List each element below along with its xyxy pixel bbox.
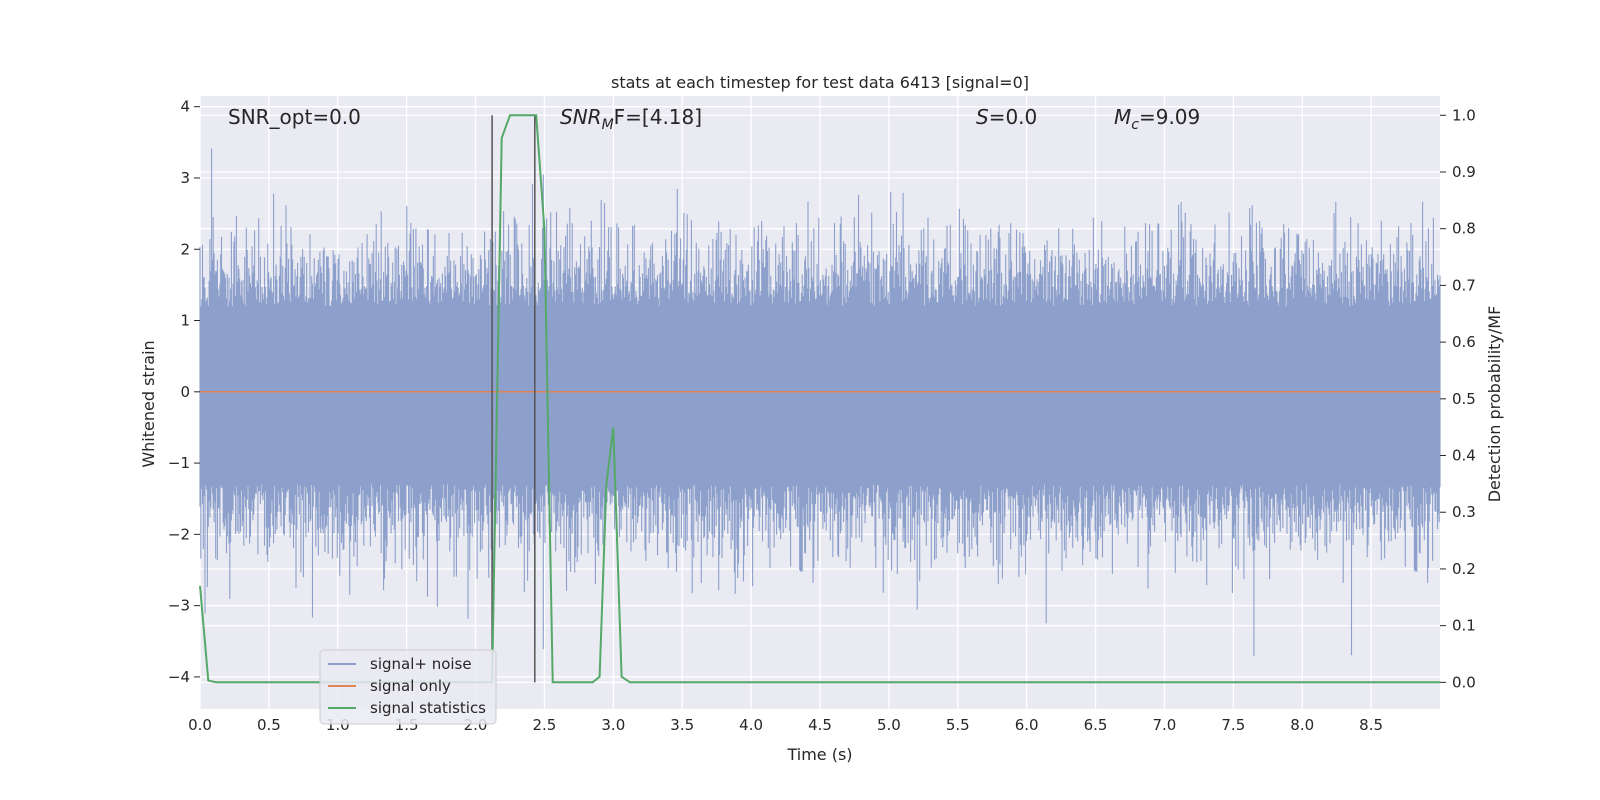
x-tick-label-16: 8.0 bbox=[1290, 716, 1314, 734]
y2-tick-labels: 0.0 0.1 0.2 0.3 0.4 0.5 0.6 0.7 0.8 0.9 1.0 bbox=[1440, 106, 1476, 691]
y2-tick-label-10: 1.0 bbox=[1452, 106, 1476, 124]
y2-tick-label-2: 0.2 bbox=[1452, 560, 1476, 578]
noise-spikes bbox=[199, 148, 1441, 656]
y2-tick-label-4: 0.4 bbox=[1452, 447, 1476, 465]
annotation-snr-opt: SNR_opt=0.0 bbox=[228, 105, 361, 129]
annotation-s-base: S bbox=[976, 105, 989, 129]
y-tick-label-3: −1 bbox=[168, 454, 190, 472]
chart-title: stats at each timestep for test data 641… bbox=[611, 73, 1029, 92]
x-tick-label-10: 5.0 bbox=[877, 716, 901, 734]
x-tick-label-6: 3.0 bbox=[601, 716, 625, 734]
x-tick-label-1: 0.5 bbox=[257, 716, 281, 734]
x-axis-label: Time (s) bbox=[786, 745, 852, 764]
y2-tick-label-1: 0.1 bbox=[1452, 617, 1476, 635]
x-tick-labels: 0.0 0.5 1.0 1.5 2.0 2.5 3.0 3.5 4.0 4.5 5.0 5.5 6.0 6… bbox=[188, 716, 1383, 734]
y-tick-labels: −4 −3 −2 −1 0 1 2 3 4 bbox=[168, 98, 200, 686]
annotation-snr-mf: SNRMF=[4.18] bbox=[560, 105, 702, 133]
y2-tick-label-8: 0.8 bbox=[1452, 220, 1476, 238]
annotation-mc: Mc=9.09 bbox=[1114, 105, 1200, 133]
x-tick-label-9: 4.5 bbox=[808, 716, 832, 734]
y-tick-label-1: −3 bbox=[168, 597, 190, 615]
x-tick-label-14: 7.0 bbox=[1153, 716, 1177, 734]
legend-label-signal-noise: signal+ noise bbox=[370, 655, 472, 673]
y-tick-label-2: −2 bbox=[168, 525, 190, 543]
y2-axis-label: Detection probability/MF bbox=[1485, 306, 1504, 503]
x-tick-label-13: 6.5 bbox=[1084, 716, 1108, 734]
y2-tick-label-3: 0.3 bbox=[1452, 503, 1476, 521]
annotation-snr-mf-sub: M bbox=[602, 117, 614, 133]
y2-tick-label-7: 0.7 bbox=[1452, 276, 1476, 294]
y-tick-label-8: 4 bbox=[180, 98, 190, 116]
vertical-markers bbox=[491, 115, 536, 683]
annotation-snr-mf-rest: F=[4.18] bbox=[614, 105, 702, 129]
y-tick-label-7: 3 bbox=[180, 169, 190, 187]
annotation-mc-base: M bbox=[1114, 105, 1131, 129]
x-tick-label-8: 4.0 bbox=[739, 716, 763, 734]
y-tick-label-0: −4 bbox=[168, 668, 190, 686]
annotation-s-rest: =0.0 bbox=[989, 105, 1038, 129]
y2-tick-label-5: 0.5 bbox=[1452, 390, 1476, 408]
x-tick-label-15: 7.5 bbox=[1221, 716, 1245, 734]
x-tick-label-12: 6.0 bbox=[1015, 716, 1039, 734]
legend: signal+ noise signal only signal statist… bbox=[319, 649, 497, 725]
y2-tick-label-9: 0.9 bbox=[1452, 163, 1476, 181]
legend-box bbox=[319, 649, 497, 725]
x-tick-label-11: 5.5 bbox=[946, 716, 970, 734]
y2-tick-label-6: 0.6 bbox=[1452, 333, 1476, 351]
series-signal-noise bbox=[199, 148, 1441, 656]
y-axis-label: Whitened strain bbox=[139, 340, 158, 467]
legend-label-signal-statistics: signal statistics bbox=[370, 699, 486, 717]
x-tick-label-17: 8.5 bbox=[1359, 716, 1383, 734]
x-tick-label-5: 2.5 bbox=[533, 716, 557, 734]
annotation-snr-mf-base: SNR bbox=[560, 105, 602, 129]
y-tick-label-5: 1 bbox=[180, 312, 190, 330]
legend-label-signal-only: signal only bbox=[370, 677, 451, 695]
y-tick-label-4: 0 bbox=[180, 383, 190, 401]
annotation-s: S=0.0 bbox=[976, 105, 1037, 129]
annotation-mc-sub: c bbox=[1131, 117, 1139, 133]
x-tick-label-0: 0.0 bbox=[188, 716, 212, 734]
annotation-mc-rest: =9.09 bbox=[1139, 105, 1200, 129]
x-tick-label-7: 3.5 bbox=[670, 716, 694, 734]
y-tick-label-6: 2 bbox=[180, 240, 190, 258]
y2-tick-label-0: 0.0 bbox=[1452, 673, 1476, 691]
